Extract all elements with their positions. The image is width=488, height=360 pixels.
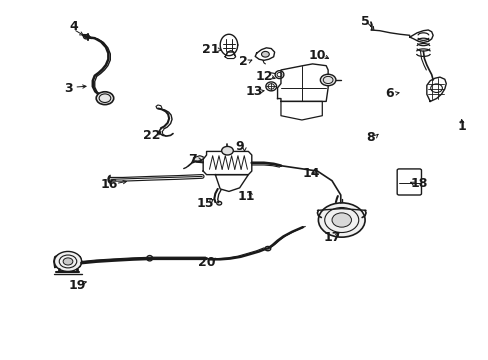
Polygon shape [255,48,274,60]
Text: 21: 21 [202,43,219,56]
Text: 7: 7 [188,153,197,166]
Text: 13: 13 [245,85,263,98]
Circle shape [63,258,73,265]
Text: 8: 8 [366,131,374,144]
Text: 20: 20 [198,256,215,269]
Circle shape [54,251,81,271]
Text: 11: 11 [237,190,254,203]
Text: 10: 10 [308,49,325,62]
Text: 6: 6 [384,87,393,100]
Text: 17: 17 [323,231,340,244]
Text: 15: 15 [197,197,214,210]
Polygon shape [193,156,203,161]
Polygon shape [426,77,446,102]
Polygon shape [277,64,327,102]
Polygon shape [409,30,432,42]
Text: 18: 18 [410,177,427,190]
Polygon shape [224,52,235,59]
Polygon shape [203,152,251,175]
Text: 1: 1 [457,120,466,133]
FancyBboxPatch shape [396,169,421,195]
Text: 22: 22 [143,129,161,142]
Text: 2: 2 [238,55,247,68]
Text: 4: 4 [69,20,78,33]
Text: 5: 5 [360,14,369,27]
Text: 19: 19 [68,279,85,292]
Polygon shape [281,102,322,120]
Circle shape [221,147,233,155]
Circle shape [320,74,335,86]
Text: 3: 3 [64,82,73,95]
Circle shape [261,51,269,57]
Polygon shape [215,175,248,192]
Text: 16: 16 [101,178,118,191]
Text: 14: 14 [302,167,320,180]
Circle shape [318,203,365,237]
Circle shape [96,92,114,105]
Text: 9: 9 [235,140,244,153]
Text: 12: 12 [255,70,272,83]
Circle shape [331,213,351,227]
